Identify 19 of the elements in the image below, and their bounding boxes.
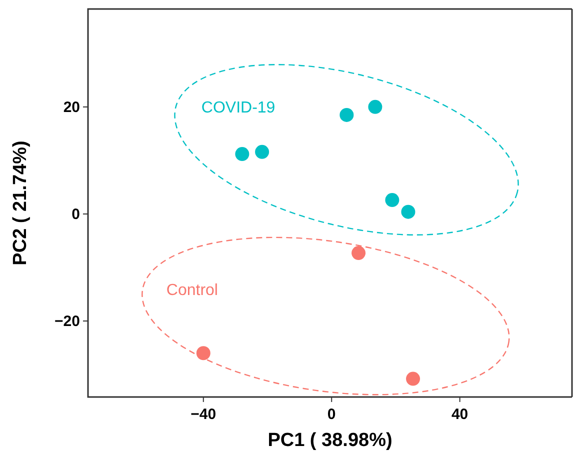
point [401, 204, 416, 219]
series-label: COVID-19 [201, 99, 276, 116]
y-tick-label: 20 [63, 98, 80, 116]
y-tick-label: 0 [72, 206, 80, 223]
point [385, 193, 400, 208]
y-axis-title: PC2 ( 21.74%) [10, 140, 31, 266]
y-tick-label: −20 [54, 313, 80, 330]
point [196, 346, 210, 360]
x-axis-title: PC1 ( 38.98%) [268, 430, 392, 451]
point [368, 100, 382, 114]
point [340, 108, 354, 122]
point [235, 147, 250, 162]
point [406, 372, 420, 386]
x-tick-label: 40 [451, 406, 468, 423]
point [352, 246, 366, 260]
text: Control [166, 282, 218, 299]
x-tick-label: 0 [327, 406, 336, 423]
x-tick-label: −40 [190, 406, 216, 423]
point [255, 144, 270, 159]
